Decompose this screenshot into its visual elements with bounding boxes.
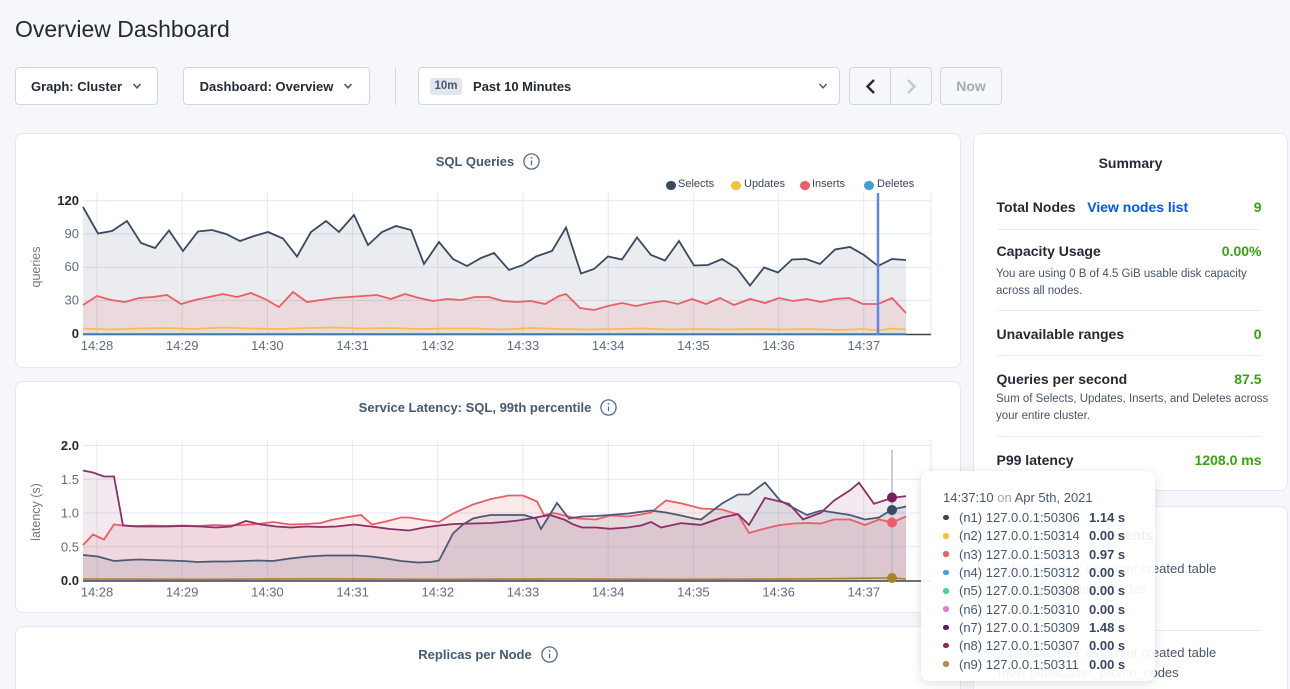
- svg-text:0.0: 0.0: [61, 573, 79, 588]
- svg-text:14:32: 14:32: [422, 585, 455, 600]
- svg-text:14:32: 14:32: [422, 338, 455, 353]
- svg-text:14:36: 14:36: [762, 338, 795, 353]
- svg-text:14:30: 14:30: [251, 585, 284, 600]
- svg-text:14:37: 14:37: [848, 338, 881, 353]
- svg-text:0: 0: [72, 326, 79, 341]
- svg-text:14:33: 14:33: [507, 338, 540, 353]
- svg-text:14:33: 14:33: [507, 585, 540, 600]
- svg-text:14:31: 14:31: [336, 585, 369, 600]
- svg-text:queries: queries: [29, 247, 43, 288]
- svg-text:120: 120: [57, 193, 79, 208]
- svg-text:1.0: 1.0: [61, 506, 79, 521]
- svg-text:14:34: 14:34: [592, 338, 625, 353]
- svg-text:14:28: 14:28: [81, 585, 114, 600]
- svg-text:1.5: 1.5: [61, 472, 79, 487]
- svg-text:latency (s): latency (s): [29, 483, 43, 541]
- svg-text:0.5: 0.5: [61, 539, 79, 554]
- svg-text:14:30: 14:30: [251, 338, 284, 353]
- svg-text:30: 30: [65, 293, 79, 308]
- svg-text:2.0: 2.0: [61, 438, 79, 453]
- svg-text:14:34: 14:34: [592, 585, 625, 600]
- svg-text:90: 90: [65, 226, 79, 241]
- svg-text:14:29: 14:29: [166, 338, 199, 353]
- svg-text:14:35: 14:35: [677, 585, 710, 600]
- svg-text:14:35: 14:35: [677, 338, 710, 353]
- svg-text:14:36: 14:36: [762, 585, 795, 600]
- svg-text:14:31: 14:31: [336, 338, 369, 353]
- svg-text:14:28: 14:28: [81, 338, 114, 353]
- svg-text:14:37: 14:37: [848, 585, 881, 600]
- svg-text:14:29: 14:29: [166, 585, 199, 600]
- svg-text:60: 60: [65, 259, 79, 274]
